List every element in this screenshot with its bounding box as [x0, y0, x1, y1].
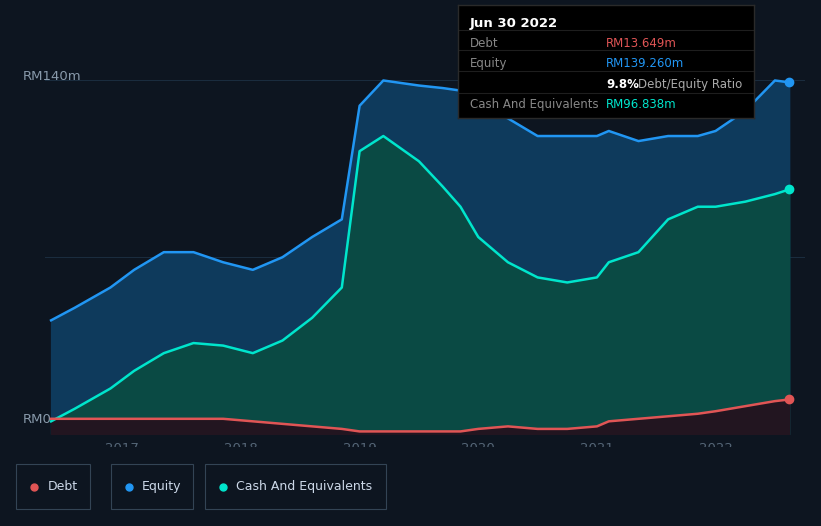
Text: RM0: RM0 — [22, 413, 51, 427]
Text: Debt/Equity Ratio: Debt/Equity Ratio — [639, 78, 743, 90]
Text: Cash And Equivalents: Cash And Equivalents — [470, 98, 599, 111]
Text: 9.8%: 9.8% — [606, 78, 639, 90]
Text: Debt: Debt — [470, 37, 498, 50]
Text: Cash And Equivalents: Cash And Equivalents — [236, 480, 373, 493]
Text: Jun 30 2022: Jun 30 2022 — [470, 16, 558, 29]
Text: RM139.260m: RM139.260m — [606, 57, 684, 70]
Text: Equity: Equity — [142, 480, 181, 493]
Text: Debt: Debt — [48, 480, 78, 493]
Text: RM140m: RM140m — [22, 70, 81, 84]
Text: Equity: Equity — [470, 57, 507, 70]
Text: RM96.838m: RM96.838m — [606, 98, 677, 111]
Text: RM13.649m: RM13.649m — [606, 37, 677, 50]
